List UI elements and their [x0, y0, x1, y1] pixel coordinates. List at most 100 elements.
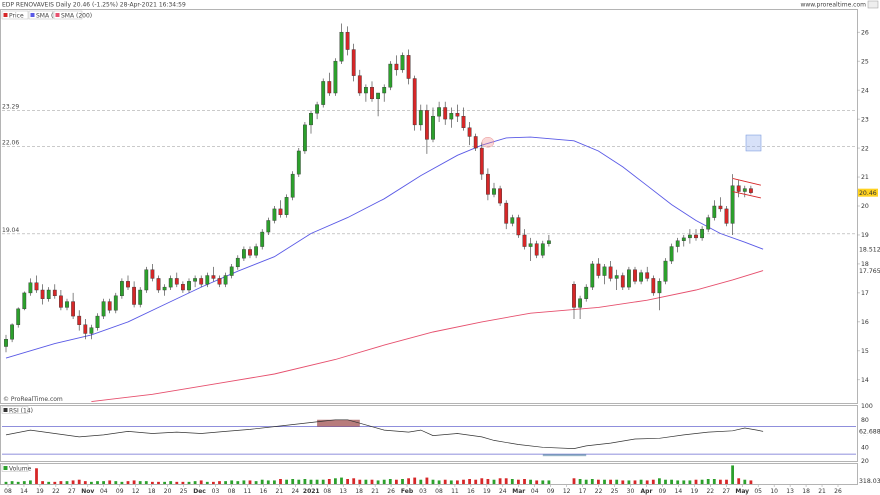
- pennant-upper-line: [732, 178, 762, 186]
- candle-body: [596, 263, 601, 276]
- price-badge: 20.46: [859, 190, 877, 197]
- x-tick-label: 30: [627, 488, 635, 495]
- candle-body: [77, 315, 82, 325]
- x-tick-label: 08: [435, 488, 443, 495]
- volume-bar: [609, 479, 612, 484]
- y-tick-label: 22: [861, 145, 869, 152]
- candle: [510, 214, 515, 227]
- volume-bar: [29, 480, 32, 484]
- rsi-badge-bg: [858, 427, 878, 436]
- volume-layer: 318.033: [4, 465, 880, 485]
- volume-bar: [120, 481, 124, 484]
- volume-bar: [510, 479, 514, 484]
- candle-body: [584, 286, 589, 299]
- candle: [578, 295, 583, 319]
- candle-body: [113, 295, 118, 311]
- x-tick-label: 08: [228, 488, 236, 495]
- candle-body: [272, 208, 277, 221]
- candle: [22, 291, 27, 311]
- candle-body: [418, 110, 423, 126]
- maximize-icon[interactable]: [867, 0, 879, 9]
- volume-bar: [731, 465, 734, 484]
- candle-body: [742, 188, 747, 192]
- candle: [132, 281, 136, 308]
- candle: [296, 148, 301, 178]
- volume-bar: [230, 480, 234, 484]
- legend-sma200-box: [53, 10, 83, 20]
- volume-bar: [297, 479, 301, 484]
- candle: [688, 229, 692, 244]
- volume-bar: [633, 480, 637, 484]
- candle-body: [712, 205, 717, 218]
- x-tick-label: 03: [212, 488, 220, 495]
- candle: [443, 101, 448, 125]
- candle: [376, 92, 380, 117]
- volume-bar: [327, 479, 331, 484]
- volume-bar: [388, 479, 392, 484]
- watermark-label: © ProRealTime.com: [3, 396, 63, 403]
- volume-bar: [358, 479, 362, 484]
- candle-body: [730, 185, 735, 224]
- volume-bar: [725, 479, 728, 484]
- candle: [211, 266, 216, 282]
- candle: [590, 261, 595, 291]
- candle-body: [388, 63, 393, 88]
- candle-body: [327, 81, 332, 94]
- candle: [77, 310, 82, 331]
- volume-bar: [291, 479, 295, 484]
- volume-bar: [419, 479, 423, 484]
- volume-bar: [639, 479, 643, 484]
- volume-bar: [309, 479, 313, 484]
- candle: [10, 323, 14, 343]
- volume-bar: [315, 479, 319, 484]
- candle-body: [132, 286, 136, 305]
- rsi-layer: 2040608010062.688: [2, 403, 880, 465]
- x-tick-label: Nov: [81, 488, 94, 495]
- candle: [187, 278, 191, 293]
- y-tick-label: 15: [861, 348, 869, 355]
- candle-body: [303, 124, 307, 152]
- x-tick-label: 08: [4, 488, 12, 495]
- volume-bar: [395, 479, 398, 484]
- candle: [528, 237, 533, 262]
- level-label: 22.06: [2, 139, 19, 146]
- legend-sma200-label: SMA (200): [61, 13, 92, 20]
- candle: [498, 185, 502, 206]
- candle-body: [248, 249, 252, 256]
- volume-bar: [22, 481, 26, 484]
- candle-body: [473, 136, 478, 149]
- volume-bar: [181, 481, 185, 484]
- candle-body: [16, 308, 21, 325]
- volume-bar: [749, 480, 753, 484]
- volume-bar: [169, 481, 173, 484]
- candle-body: [241, 249, 246, 259]
- volume-bar: [364, 479, 368, 484]
- candle: [602, 263, 607, 285]
- candle-body: [260, 231, 265, 247]
- volume-bar: [279, 479, 282, 484]
- volume-bar: [401, 479, 404, 484]
- candle-body: [376, 92, 380, 100]
- x-tick-label: 20: [164, 488, 172, 495]
- x-tick-label: 04: [100, 488, 108, 495]
- candle: [675, 237, 680, 253]
- candle-body: [627, 269, 631, 288]
- volume-bar: [138, 481, 142, 484]
- candle: [248, 246, 252, 259]
- candle: [437, 101, 441, 122]
- candle: [266, 217, 271, 235]
- volume-bar: [449, 480, 453, 484]
- candle-body: [675, 240, 680, 247]
- candle-body: [540, 243, 545, 256]
- volume-bar: [157, 481, 160, 484]
- x-tick-label: 19: [483, 488, 491, 495]
- candle-body: [22, 292, 27, 310]
- candle-body: [578, 298, 583, 308]
- sma200-badge: 17.765: [859, 268, 880, 275]
- candle: [40, 284, 45, 305]
- x-tick-label: 27: [68, 488, 76, 495]
- volume-bar: [621, 480, 625, 484]
- candle-body: [217, 278, 222, 285]
- breakdown-highlight: [481, 137, 495, 148]
